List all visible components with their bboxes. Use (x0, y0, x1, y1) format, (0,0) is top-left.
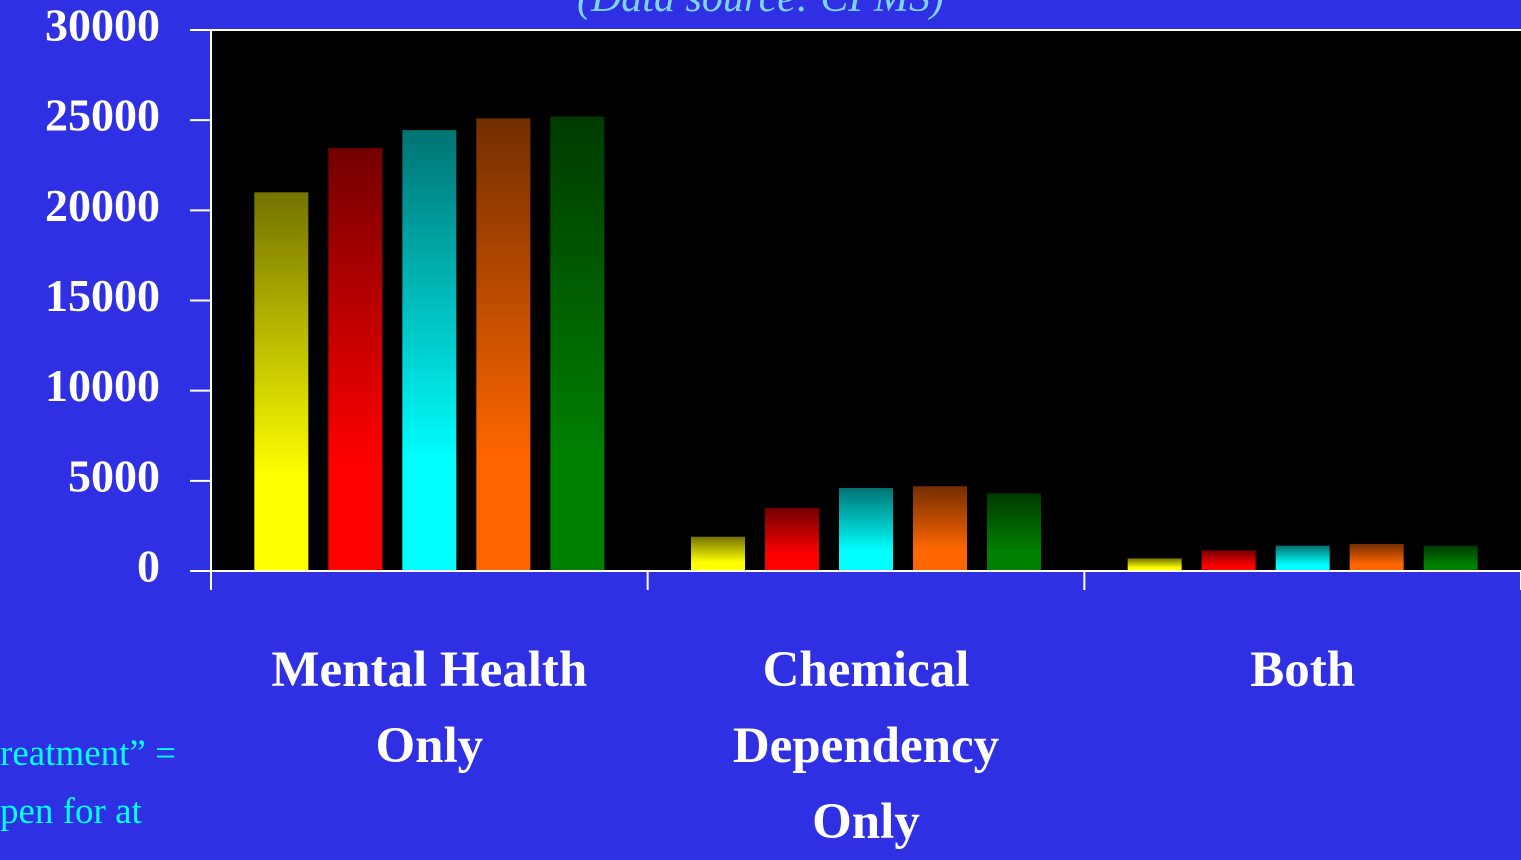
bar (691, 536, 745, 571)
y-tick-label: 0 (137, 541, 160, 592)
bar (328, 148, 383, 571)
bar (1349, 543, 1404, 571)
bar (1423, 545, 1478, 571)
bar (550, 116, 605, 571)
bar (913, 486, 967, 571)
y-tick-label: 25000 (45, 90, 160, 141)
x-tick-label: Both (1250, 642, 1356, 698)
y-tick-label: 5000 (68, 450, 160, 501)
note-text: reatment” = (0, 733, 176, 774)
x-tick-label: Chemical Dependency Only (732, 642, 1000, 850)
bar (1201, 550, 1256, 571)
bar (839, 488, 893, 571)
bar (254, 192, 309, 572)
y-tick-label: 20000 (45, 180, 160, 231)
bar (402, 130, 457, 571)
y-tick-label: 10000 (45, 360, 160, 411)
y-tick-label: 30000 (45, 0, 160, 51)
chart-title: (Data source: CPMS) (0, 0, 1521, 22)
y-tick-label: 15000 (45, 270, 160, 321)
bar (765, 507, 819, 571)
note-text: pen for at (0, 791, 142, 832)
bar (987, 493, 1041, 571)
bar (476, 118, 531, 571)
x-tick-label: Mental Health Only (271, 642, 588, 774)
bar (1127, 558, 1182, 571)
bar (1275, 545, 1330, 571)
